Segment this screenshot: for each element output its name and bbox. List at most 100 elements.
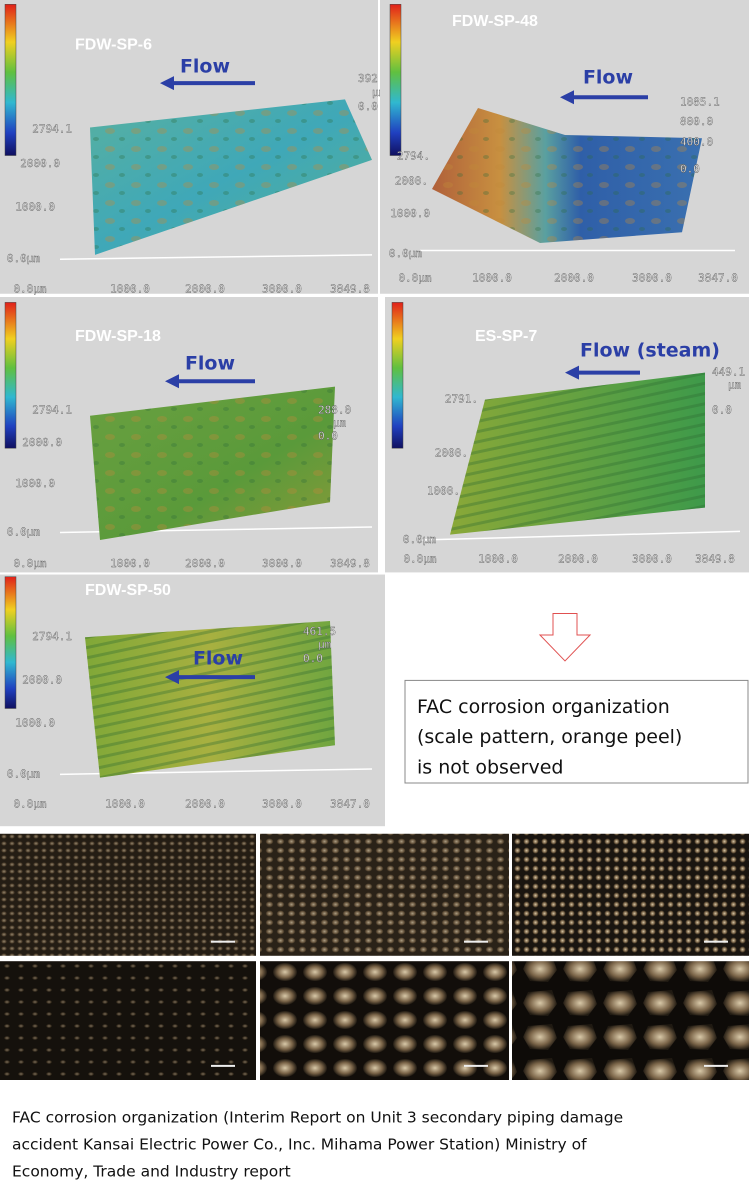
flow-label: Flow: [193, 647, 243, 669]
annotation-text: is not observed: [417, 756, 563, 778]
y-axis-label: 0.0µm: [7, 525, 40, 538]
z-axis-label: 0.0: [712, 403, 732, 416]
panel-title: ES-SP-7: [475, 328, 537, 345]
z-axis-label: 0.0: [303, 652, 323, 665]
x-axis-label: 3000.0: [632, 552, 672, 565]
y-axis-label: 2000.: [435, 447, 468, 460]
caption-text: FAC corrosion organization (Interim Repo…: [12, 1108, 623, 1126]
x-axis-label: 2000.0: [185, 282, 225, 295]
z-axis-label: 0.0: [680, 163, 700, 176]
scale-bar: [211, 1065, 235, 1067]
y-axis-label: 2794.1: [32, 123, 72, 136]
panel-title: FDW-SP-6: [75, 37, 152, 54]
y-axis-label: 1000.: [427, 484, 460, 497]
surface-panel: FDW-SP-6Flow392.7µm0.02794.12000.01000.0…: [0, 0, 391, 295]
micrograph: [0, 834, 256, 956]
y-axis-label: 2794.1: [32, 403, 72, 416]
x-axis-label: 1000.0: [110, 557, 150, 570]
y-axis-label: 2794.1: [32, 630, 72, 643]
panel-title: FDW-SP-48: [452, 13, 538, 30]
micrograph: [260, 834, 509, 956]
x-axis-label: 3000.0: [262, 557, 302, 570]
y-axis-label: 2000.0: [22, 436, 62, 449]
x-axis-label: 2000.0: [554, 272, 594, 285]
x-axis-label: 0.0µm: [13, 282, 46, 295]
x-axis-label: 2000.0: [185, 798, 225, 811]
color-bar: [5, 302, 16, 448]
caption-text: accident Kansai Electric Power Co., Inc.…: [12, 1135, 587, 1153]
flow-label: Flow (steam): [580, 340, 720, 362]
y-axis-label: 1000.0: [15, 717, 55, 730]
x-axis-label: 1000.0: [105, 798, 145, 811]
x-axis-label: 3849.8: [330, 557, 370, 570]
x-axis-label: 3000.0: [262, 798, 302, 811]
x-axis-label: 3000.0: [632, 272, 672, 285]
scale-bar: [704, 1065, 728, 1067]
z-axis-label: 400.0: [680, 136, 713, 149]
y-axis-label: 1000.0: [15, 477, 55, 490]
y-axis-label: 0.0µm: [7, 252, 40, 265]
annotation-text: FAC corrosion organization: [417, 696, 670, 718]
x-axis-label: 3849.8: [695, 552, 735, 565]
annotation-text: (scale pattern, orange peel): [417, 726, 682, 748]
z-axis-label: 1085.1: [680, 96, 720, 109]
x-axis-label: 3847.0: [698, 272, 738, 285]
flow-label: Flow: [180, 55, 230, 77]
color-bar: [5, 577, 16, 709]
scale-bar: [464, 941, 488, 943]
x-axis-label: 3000.0: [262, 282, 302, 295]
y-axis-label: 1000.0: [390, 207, 430, 220]
x-axis-label: 3849.8: [330, 282, 370, 295]
y-axis-label: 1000.0: [15, 200, 55, 213]
z-axis-label: µm: [318, 638, 332, 651]
flow-label: Flow: [583, 66, 633, 88]
annotation: FAC corrosion organization (scale pattern…: [387, 577, 749, 826]
x-axis-label: 1000.0: [110, 282, 150, 295]
y-axis-label: 0.0µm: [389, 247, 422, 260]
x-axis-label: 3847.0: [330, 798, 370, 811]
y-axis-label: 2000.0: [20, 157, 60, 170]
surface-panel: FDW-SP-48 Flow 1085.1 800.0 400.0 0.0 2794. 200…: [380, 0, 749, 294]
x-axis-label: 1000.0: [478, 552, 518, 565]
micrograph: [0, 961, 256, 1080]
figure: FDW-SP-6Flow392.7µm0.02794.12000.01000.0…: [0, 0, 749, 1189]
surface-panel: ES-SP-7 Flow (steam) 449.1µm 0.0 2791. 2000. 1…: [385, 297, 749, 572]
micrograph: [260, 961, 509, 1080]
flow-label: Flow: [185, 352, 235, 374]
x-axis-label: 0.0µm: [13, 557, 46, 570]
scale-bar: [464, 1065, 488, 1067]
y-axis-label: 2794.: [397, 150, 430, 163]
panel-title: FDW-SP-18: [75, 328, 161, 345]
micrograph: [512, 961, 749, 1080]
z-axis-label: 461.5: [303, 625, 336, 638]
micrograph: [512, 834, 749, 956]
x-axis-label: 0.0µm: [398, 272, 431, 285]
y-axis-label: 2791.: [445, 393, 478, 406]
scale-bar: [704, 941, 728, 943]
surface-panel: FDW-SP-50 Flow 461.5µm0.0 2794.1 2000.0 1000.…: [0, 575, 385, 827]
color-bar: [5, 4, 16, 155]
x-axis-label: 0.0µm: [403, 552, 436, 565]
photo-grid: [0, 834, 749, 1080]
z-axis-label: 0.0: [318, 429, 338, 442]
y-axis-label: 2000.0: [22, 673, 62, 686]
y-axis-label: 0.0µm: [403, 533, 436, 546]
panel-title: FDW-SP-50: [85, 582, 171, 599]
z-axis-label: µm: [333, 416, 347, 429]
x-axis-label: 0.0µm: [13, 798, 46, 811]
y-axis-label: 2000.: [395, 174, 428, 187]
color-bar: [390, 4, 401, 155]
x-axis-label: 2000.0: [185, 557, 225, 570]
x-axis-label: 1000.0: [472, 272, 512, 285]
z-axis-label: 288.0: [318, 403, 351, 416]
y-axis-label: 0.0µm: [7, 767, 40, 780]
caption-text: Economy, Trade and Industry report: [12, 1162, 291, 1180]
x-axis-label: 2000.0: [558, 552, 598, 565]
color-bar: [392, 302, 403, 448]
z-axis-label: µm: [728, 379, 742, 392]
z-axis-label: 0.0: [358, 100, 378, 113]
z-axis-label: 449.1: [712, 366, 745, 379]
scale-bar: [211, 941, 235, 943]
z-axis-label: 800.0: [680, 115, 713, 128]
